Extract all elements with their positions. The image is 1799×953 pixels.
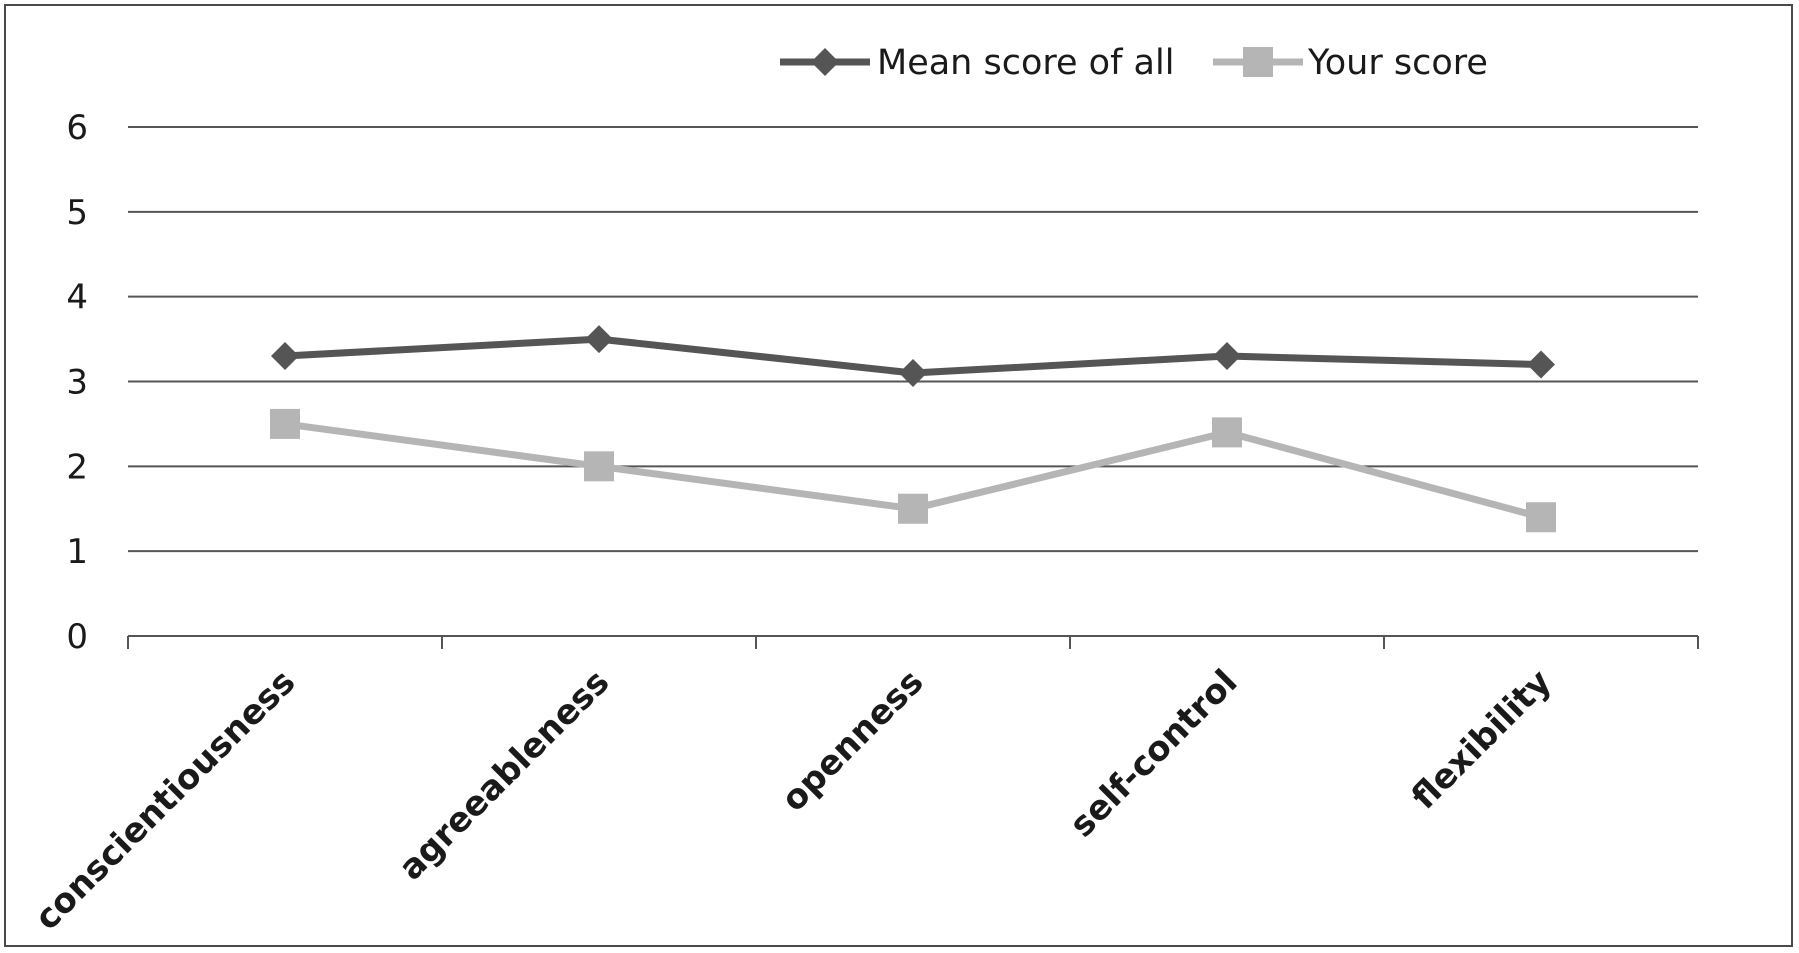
data-point-square: [1212, 417, 1242, 448]
gridlines: [128, 126, 1698, 553]
data-point-square: [270, 408, 300, 439]
series-your-score: [270, 408, 1556, 533]
x-axis-category-labels: conscientiousness agreeableness openness se…: [27, 662, 1559, 938]
legend-item-your-score: Your score: [1213, 43, 1488, 83]
data-point-square: [1526, 502, 1556, 533]
data-point-diamond: [1213, 342, 1241, 371]
legend-label-your-score: Your score: [1307, 43, 1488, 83]
legend-square-marker: [1243, 47, 1273, 77]
data-point-diamond: [585, 325, 613, 354]
legend-label-mean-score: Mean score of all: [877, 43, 1174, 83]
category-label-conscientiousness: conscientiousness: [27, 662, 303, 938]
chart-frame: [4, 4, 1793, 947]
legend-item-mean-score: Mean score of all: [780, 43, 1174, 83]
series-lines: [270, 325, 1556, 533]
data-point-diamond: [1527, 350, 1555, 379]
y-axis-tick-labels: 0 1 2 3 4 5 6: [66, 108, 88, 657]
legend-diamond-marker: [811, 48, 839, 76]
category-label-openness: openness: [774, 662, 931, 819]
category-label-self-control: self-control: [1062, 662, 1245, 845]
category-label-flexibility: flexibility: [1404, 662, 1559, 817]
y-tick-label-3: 3: [66, 363, 88, 403]
series-mean-score: [271, 325, 1555, 388]
y-tick-label-2: 2: [66, 447, 88, 487]
x-axis: [127, 635, 1699, 649]
y-tick-label-1: 1: [66, 532, 88, 572]
data-point-square: [898, 493, 928, 524]
data-point-diamond: [899, 359, 927, 388]
y-tick-label-6: 6: [66, 108, 88, 148]
y-tick-label-4: 4: [66, 278, 88, 318]
category-label-agreeableness: agreeableness: [391, 662, 617, 888]
data-point-square: [584, 451, 614, 482]
legend: Mean score of all Your score: [780, 43, 1488, 83]
data-point-diamond: [271, 342, 299, 371]
y-tick-label-0: 0: [66, 617, 88, 657]
y-tick-label-5: 5: [66, 193, 88, 233]
